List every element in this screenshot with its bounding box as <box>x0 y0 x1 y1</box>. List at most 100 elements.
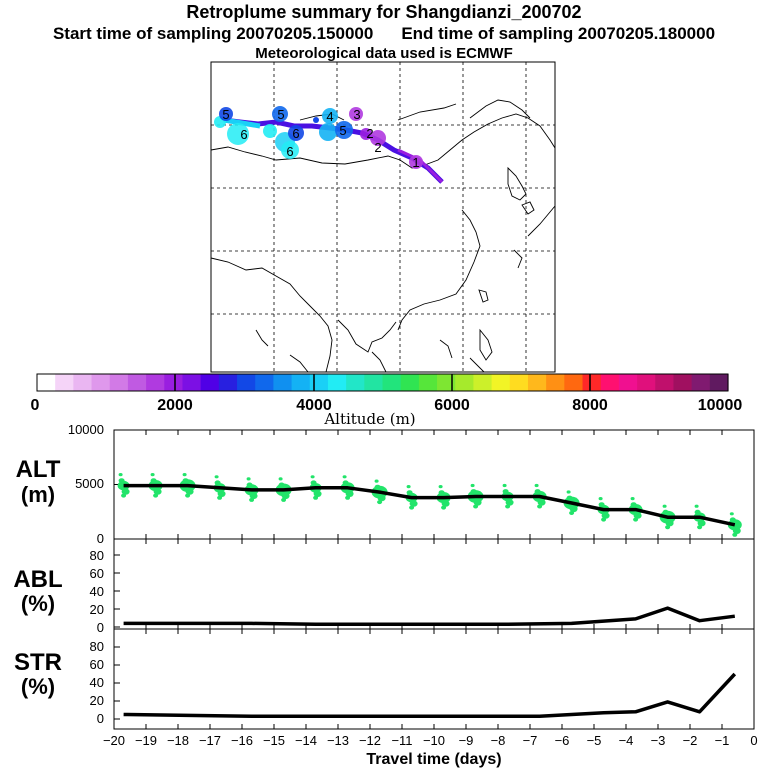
colorbar-tick: 2000 <box>157 397 193 414</box>
plume-cluster <box>349 107 363 121</box>
colorbar-frame <box>36 373 729 392</box>
colorbar-tick: 6000 <box>434 397 470 414</box>
alt-point <box>729 517 736 523</box>
alt-point <box>249 497 255 502</box>
colorbar-cell <box>255 374 274 391</box>
x-tick: −18 <box>167 733 189 748</box>
alt-point <box>697 525 703 530</box>
alt-point <box>727 519 742 531</box>
colorbar-cell <box>91 374 111 391</box>
colorbar-tick: 4000 <box>296 397 332 414</box>
alt-point <box>342 480 349 486</box>
abl-label: ABL <box>13 566 62 593</box>
alt-point <box>566 495 573 501</box>
alt-point <box>633 512 642 519</box>
alt-point <box>214 480 221 486</box>
colorbar-cell <box>509 374 529 391</box>
alt-point <box>505 504 511 509</box>
abl-ytick: 60 <box>90 566 104 581</box>
alt-point <box>697 520 706 527</box>
alt-point <box>313 495 319 500</box>
alt-point <box>217 490 226 497</box>
colorbar-cell <box>709 374 729 391</box>
alt-ytick: 0 <box>97 531 104 546</box>
colorbar-cell <box>291 374 311 391</box>
alt-point <box>601 512 610 519</box>
alt-point <box>732 527 741 534</box>
x-tick: 0 <box>750 733 757 748</box>
alt-point <box>342 475 347 479</box>
alt-point <box>537 499 546 506</box>
x-tick-labels: −20 −19 −18 −17 −16 −15 −14 −13 −12 −11 … <box>103 733 758 748</box>
alt-label: ALT <box>16 456 61 483</box>
abl-ytick: 80 <box>90 548 104 563</box>
plume-cluster <box>219 107 233 121</box>
str-unit-label: (%) <box>21 674 55 699</box>
colorbar-cell <box>182 374 202 391</box>
alt-point <box>121 493 127 498</box>
abl-ytick: 20 <box>90 602 104 617</box>
traj-label: 2 <box>374 140 381 155</box>
alt-point <box>345 495 351 500</box>
colorbar-cell <box>673 374 693 391</box>
alt-point <box>377 494 386 502</box>
colorbar-cell <box>327 374 347 391</box>
x-tick: −17 <box>199 733 221 748</box>
alt-point <box>665 520 674 527</box>
colorbar-ticks: 0 2000 4000 6000 8000 10000 <box>31 397 743 414</box>
colorbar-cell <box>437 374 456 391</box>
map-graticule <box>211 62 555 372</box>
sampling-times: Start time of sampling 20070205.150000 En… <box>0 24 768 44</box>
plume-cluster <box>263 124 277 138</box>
y-tick-labels: 10000 5000 0 80 60 40 20 0 80 60 40 20 0 <box>68 422 104 726</box>
alt-point <box>278 482 285 488</box>
colorbar-cell <box>564 374 584 391</box>
alt-point <box>505 499 514 506</box>
traj-label: 5 <box>222 107 229 122</box>
colorbar-cell <box>164 374 184 391</box>
x-tick: −5 <box>587 733 602 748</box>
alt-point <box>182 473 187 477</box>
alt-point <box>246 477 251 481</box>
traj-label: 2 <box>366 126 373 141</box>
plume-cluster <box>313 117 319 123</box>
colorbar-cell <box>400 374 420 391</box>
trajectory-segment-old <box>223 117 261 129</box>
alt-point <box>569 511 575 515</box>
abl-unit-label: (%) <box>21 591 55 616</box>
str-series-line <box>123 672 737 719</box>
alt-point <box>537 504 543 509</box>
x-tick: −1 <box>715 733 730 748</box>
alt-point <box>121 488 130 495</box>
alt-point <box>470 483 475 488</box>
alt-point <box>534 483 539 488</box>
alt-point <box>502 489 509 494</box>
alt-point <box>569 505 578 513</box>
colorbar-cell <box>691 374 711 391</box>
colorbar-cell <box>200 374 220 391</box>
alt-point <box>185 488 194 495</box>
x-tick: −16 <box>231 733 253 748</box>
str-ytick: 80 <box>90 639 104 654</box>
alt-point <box>118 478 125 483</box>
abl-series-line <box>123 606 736 627</box>
x-tick: −20 <box>103 733 125 748</box>
chart-title: Retroplume summary for Shangdianzi_20070… <box>186 2 582 22</box>
trajectory-number-labels: 5 6 5 6 6 4 5 3 2 2 1 <box>222 107 419 170</box>
alt-scatter <box>117 473 742 537</box>
alt-point <box>313 490 322 497</box>
colorbar-cell <box>37 374 56 391</box>
str-ytick: 60 <box>90 657 104 672</box>
colorbar-cell <box>218 374 238 391</box>
traj-label: 6 <box>240 127 247 142</box>
trajectory-plumes <box>214 106 444 184</box>
abl-ytick: 40 <box>90 584 104 599</box>
alt-point <box>310 480 317 486</box>
x-tick: −13 <box>327 733 349 748</box>
alt-point <box>406 485 411 489</box>
alt-point <box>310 475 315 479</box>
alt-point <box>281 497 287 502</box>
traj-label: 5 <box>277 107 284 122</box>
alt-point <box>729 512 734 516</box>
